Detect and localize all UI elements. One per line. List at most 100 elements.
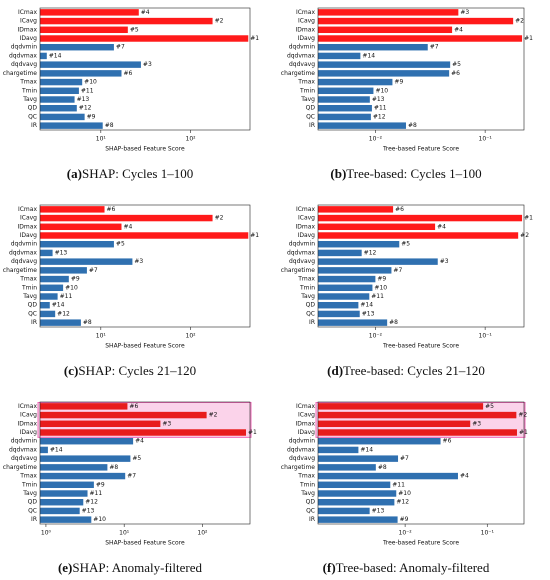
bar [318,429,517,436]
category-label: QC [28,310,37,317]
value-label: #5 [116,241,125,248]
x-tick-label: 10¹ [119,530,130,537]
value-label: #3 [143,61,152,68]
bar [40,275,69,283]
value-label: #11 [90,490,103,497]
caption-text: Tree-based: Cycles 21–120 [343,363,485,378]
x-tick-label: 10⁻¹ [481,530,495,537]
value-label: #11 [392,481,405,488]
bar [40,310,56,318]
category-label: IR [309,122,315,129]
value-label: #13 [362,310,375,317]
value-label: #5 [401,241,410,248]
category-label: IDavg [20,429,38,436]
value-label: #11 [81,87,94,94]
bar [40,249,53,257]
bar [40,52,47,60]
category-label: ICavg [298,215,315,222]
caption-text: Tree-based: Cycles 1–100 [346,166,481,181]
bar [318,78,393,86]
bar [318,437,441,445]
bar [318,223,436,231]
bar [318,319,388,326]
x-axis-label: SHAP-based Feature Score [105,540,185,547]
x-tick-label: 10⁰ [41,530,52,537]
bar [40,70,122,77]
bar [318,26,453,34]
category-label: IDmax [296,223,316,230]
x-tick-label: 10⁻² [369,333,383,340]
category-label: QC [306,113,315,120]
bar [318,310,360,318]
value-label: #6 [395,206,404,213]
category-label: dqdvmin [11,44,37,51]
value-label: #10 [84,79,97,86]
bar [318,206,394,213]
bar [40,293,58,300]
value-label: #10 [374,284,387,291]
category-label: ICmax [18,9,37,16]
bar [318,481,391,489]
category-label: dqdvmax [287,52,315,59]
category-label: QD [306,105,316,112]
category-label: IDavg [20,35,38,42]
bar [40,43,114,51]
value-label: #2 [215,18,224,25]
value-label: #14 [362,52,375,59]
category-label: chargetime [3,70,38,77]
category-label: Tavg [22,96,37,103]
bar [318,472,458,480]
value-label: #9 [71,276,80,283]
value-label: #3 [134,258,143,265]
category-label: dqdvmin [11,438,37,445]
bar [40,446,48,454]
category-label: QD [28,105,38,112]
category-label: IDavg [20,232,38,239]
x-tick-label: 10¹ [96,136,107,143]
category-label: QD [306,499,316,506]
value-label: #5 [485,403,494,410]
bar [40,61,141,68]
category-label: QC [306,507,315,514]
category-label: dqdvmin [289,44,315,51]
value-label: #4 [454,26,463,33]
category-label: dqdvmax [287,446,315,453]
x-tick-label: 10² [186,333,197,340]
bar [318,70,450,77]
category-label: IDmax [18,26,38,33]
category-label: dqdvavg [11,258,37,265]
panel: ICmax #6 ICavg #1 IDmax #4 IDavg #2 dqdvmin #5 dqd… [281,204,533,378]
value-label: #4 [460,473,469,480]
bar [318,240,400,248]
category-label: Tmax [19,79,37,86]
value-label: #7 [430,44,439,51]
bar [318,43,428,51]
category-label: Tmax [297,276,315,283]
category-label: Tmin [299,87,315,94]
value-label: #11 [60,293,73,300]
value-label: #5 [132,455,141,462]
category-label: Tavg [300,96,315,103]
x-axis-label: Tree-based Feature Score [382,540,459,547]
category-label: IR [309,516,315,523]
bar [40,35,249,42]
bar [318,258,438,265]
value-label: #2 [209,412,218,419]
category-label: QD [306,302,316,309]
category-label: ICavg [20,412,37,419]
plot-frame [39,7,251,131]
bar [40,420,161,428]
value-label: #7 [127,473,136,480]
bar [318,446,359,454]
value-label: #11 [371,293,384,300]
value-label: #3 [472,420,481,427]
bar [318,214,523,222]
category-label: IDavg [298,35,316,42]
value-label: #12 [373,113,386,120]
value-label: #9 [377,276,386,283]
category-label: ICmax [18,206,37,213]
value-label: #9 [400,516,409,523]
bar [318,267,392,274]
x-tick-label: 10² [186,136,197,143]
bar [318,9,459,16]
